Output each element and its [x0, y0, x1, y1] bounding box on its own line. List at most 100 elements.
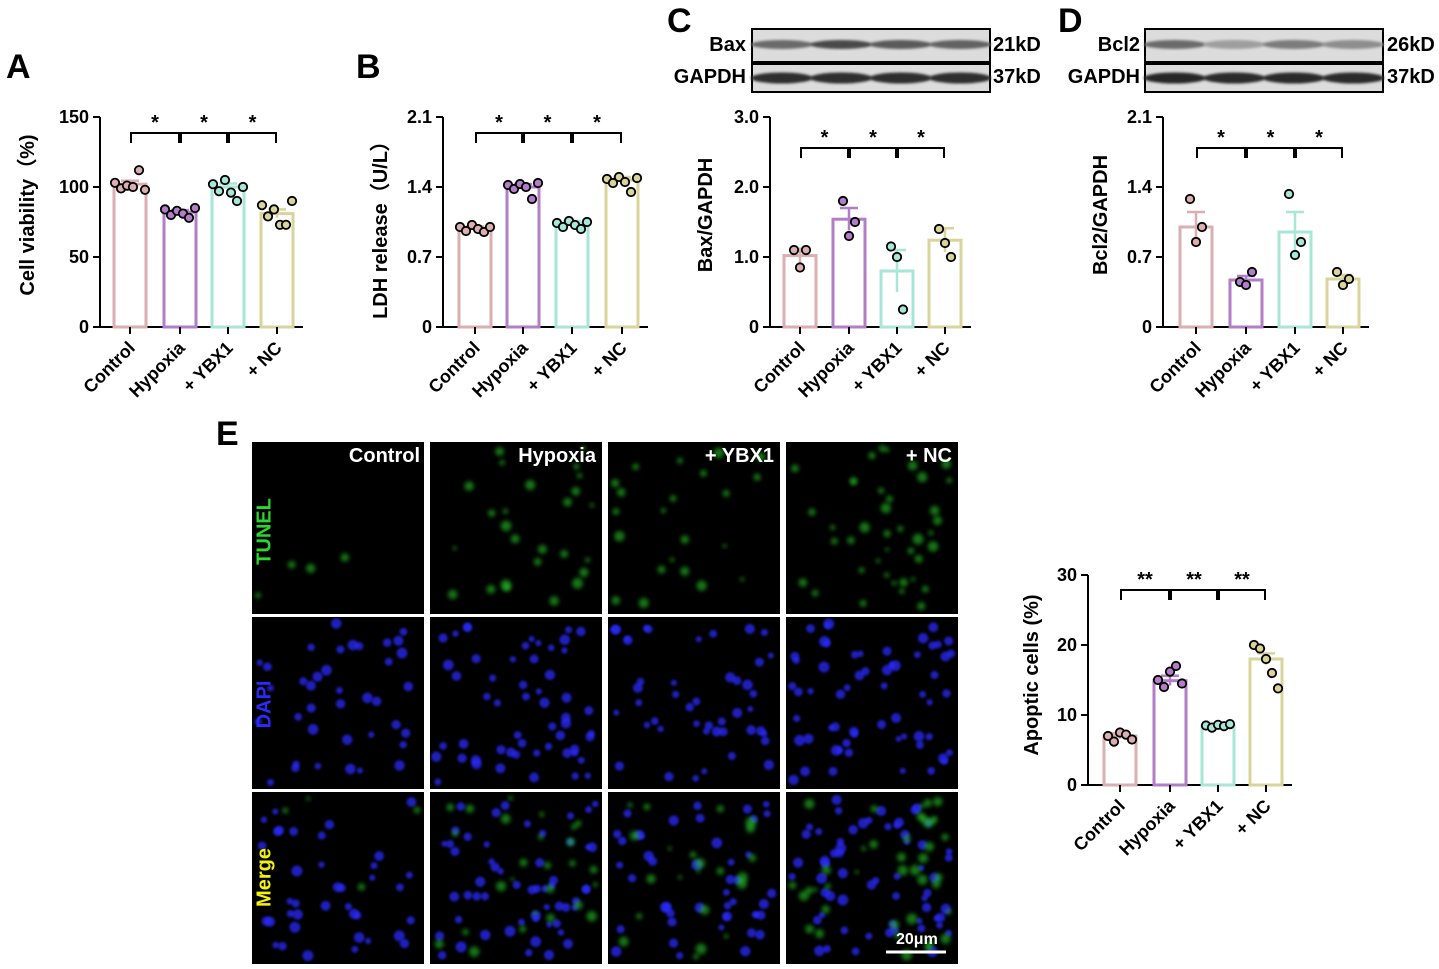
tunel-signal [808, 508, 816, 516]
tunel-signal [689, 851, 697, 859]
micrograph-panel [252, 617, 424, 789]
micrograph-background [252, 442, 424, 614]
tunel-signal [677, 875, 683, 880]
tunel-signal [560, 549, 569, 558]
tunel-signal [914, 554, 923, 563]
tunel-signal [907, 547, 915, 555]
data-point [885, 241, 897, 252]
nucleus [559, 634, 571, 646]
tunel-signal [254, 592, 262, 599]
nucleus [915, 740, 924, 749]
nucleus [844, 748, 854, 758]
significance-label: * [495, 112, 503, 134]
nucleus [330, 618, 342, 629]
nucleus [471, 654, 481, 664]
nucleus [807, 687, 814, 695]
nucleus [816, 872, 827, 884]
significance-bracket [1218, 589, 1266, 600]
nucleus [616, 925, 625, 934]
data-point [460, 225, 472, 237]
tunel-signal [610, 478, 620, 488]
tunel-signal [894, 932, 901, 939]
bar-ybx1 [210, 185, 246, 329]
nucleus [591, 800, 599, 808]
nucleus [828, 724, 835, 732]
tunel-signal [638, 597, 649, 609]
nucleus [446, 839, 455, 849]
bar-hypoxia [505, 185, 541, 329]
tunel-signal [902, 834, 911, 843]
x-tick-label: + NC [587, 338, 630, 381]
nucleus [529, 654, 539, 664]
tunel-signal [543, 861, 552, 870]
y-axis-label: LDH release（U/L） [369, 131, 392, 319]
data-point [139, 184, 151, 195]
micro-row-label-tunel: TUNEL [253, 498, 276, 565]
tunel-signal [886, 495, 893, 503]
data-point [1190, 236, 1202, 248]
data-point [1337, 279, 1349, 291]
nucleus [318, 861, 325, 868]
nucleus [936, 921, 944, 929]
data-point [1266, 667, 1278, 679]
tunel-signal [573, 900, 583, 910]
data-point [1254, 643, 1266, 654]
data-point [1184, 193, 1196, 205]
tunel-signal [788, 881, 797, 890]
nucleus [371, 696, 382, 707]
nucleus [760, 730, 768, 737]
data-point [262, 211, 274, 222]
tunel-signal [906, 913, 918, 925]
tunel-signal [918, 853, 929, 864]
nucleus [431, 751, 442, 762]
nucleus [394, 760, 405, 771]
tunel-signal [932, 796, 943, 807]
nucleus [457, 753, 467, 763]
data-point [849, 216, 861, 228]
nucleus [849, 726, 859, 737]
data-point [631, 172, 643, 184]
tunel-signal [907, 460, 918, 471]
nucleus [454, 915, 463, 924]
y-tick-label: 0 [422, 317, 432, 337]
y-tick-label: 0.7 [407, 247, 432, 267]
data-point [1260, 653, 1272, 665]
data-point [1331, 266, 1343, 278]
nucleus [532, 884, 541, 893]
nucleus [401, 728, 411, 738]
tunel-signal [941, 833, 949, 841]
significance-bracket [1120, 589, 1170, 600]
nucleus [926, 699, 933, 706]
data-point [268, 204, 280, 215]
y-tick-label: 1.4 [407, 177, 432, 197]
nucleus [805, 823, 814, 831]
nucleus [763, 810, 771, 818]
nucleus [725, 874, 735, 885]
nucleus [302, 950, 314, 962]
nucleus [704, 721, 714, 730]
nucleus [455, 941, 467, 953]
nucleus [934, 640, 942, 649]
tunel-signal [696, 869, 701, 874]
y-tick-label: 0 [749, 317, 759, 337]
tunel-signal [891, 580, 897, 586]
nucleus [584, 706, 594, 716]
panel-letter-c: C [667, 2, 692, 40]
nucleus [518, 680, 528, 690]
nucleus [685, 702, 695, 712]
nucleus [614, 761, 625, 771]
panel-letter-a: A [6, 48, 31, 86]
data-point [1170, 660, 1182, 672]
tunel-signal [878, 444, 886, 453]
nucleus [292, 909, 303, 920]
micrograph-panel [430, 617, 602, 789]
data-point [109, 177, 121, 188]
tunel-signal [636, 913, 643, 920]
nucleus [837, 894, 849, 906]
nucleus [286, 909, 295, 918]
nucleus [717, 717, 726, 726]
nucleus [753, 911, 760, 918]
nucleus [441, 840, 448, 847]
tunel-signal [723, 933, 729, 939]
nucleus [722, 911, 733, 922]
